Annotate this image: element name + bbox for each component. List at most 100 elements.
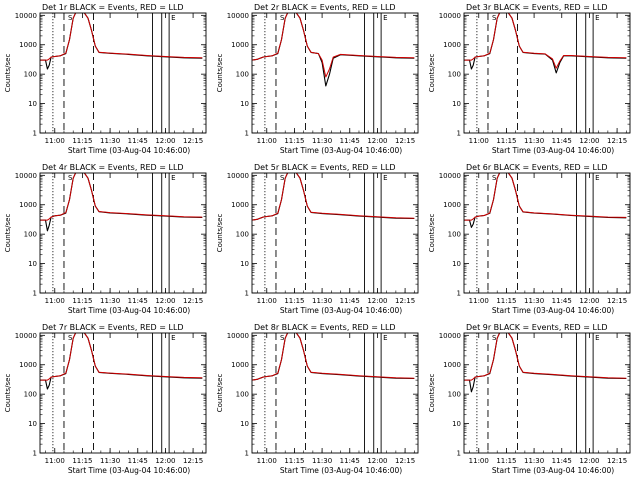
plot-frame	[463, 12, 631, 134]
y-tick-label: 1	[33, 450, 37, 458]
plot-frame	[251, 332, 419, 454]
y-tick-label: 1	[457, 450, 461, 458]
x-tick-label: 12:00	[155, 137, 175, 145]
x-tick-label: 12:15	[183, 457, 203, 465]
panel-title: Det 9r BLACK = Events, RED = LLD	[466, 323, 608, 332]
panel-det-7: Det 7r BLACK = Events, RED = LLD Counts/s…	[4, 323, 207, 475]
x-tick-label: 11:45	[340, 457, 360, 465]
y-tick-label: 10	[240, 100, 249, 108]
x-tick-label: 11:15	[496, 457, 516, 465]
x-axis-label: Start Time (03-Aug-04 10:46:00)	[280, 306, 402, 315]
marker-label-start: S	[492, 174, 497, 182]
marker-label-end: E	[171, 334, 175, 342]
y-tick-label: 1000	[19, 201, 37, 209]
x-tick-label: 11:30	[524, 297, 544, 305]
x-tick-label: 12:00	[367, 137, 387, 145]
x-tick-label: 11:45	[128, 137, 148, 145]
panel-det-6: Det 6r BLACK = Events, RED = LLD Counts/s…	[428, 163, 631, 315]
x-axis-label: Start Time (03-Aug-04 10:46:00)	[492, 466, 614, 475]
x-tick-label: 12:15	[183, 137, 203, 145]
series-line-red	[464, 333, 627, 381]
marker-label-start: S	[68, 174, 73, 182]
plot-frame	[463, 332, 631, 454]
x-tick-label: 12:00	[579, 297, 599, 305]
y-tick-label: 1	[245, 130, 249, 138]
panel-det-2: Det 2r BLACK = Events, RED = LLD Counts/s…	[216, 3, 419, 155]
x-tick-label: 11:15	[284, 137, 304, 145]
x-axis-label: Start Time (03-Aug-04 10:46:00)	[68, 306, 190, 315]
x-tick-label: 12:00	[579, 137, 599, 145]
y-tick-label: 100	[448, 71, 461, 79]
plot-frame	[251, 172, 419, 294]
x-tick-label: 12:00	[155, 457, 175, 465]
panel-title: Det 4r BLACK = Events, RED = LLD	[42, 163, 184, 172]
y-tick-label: 1000	[231, 41, 249, 49]
y-tick-label: 10000	[227, 12, 249, 20]
x-tick-label: 11:00	[469, 457, 489, 465]
panel-det-9: Det 9r BLACK = Events, RED = LLD Counts/s…	[428, 323, 631, 475]
marker-label-start: S	[68, 334, 73, 342]
y-axis-label: Counts/sec	[4, 374, 12, 413]
marker-label-start: S	[492, 14, 497, 22]
x-tick-label: 12:00	[367, 457, 387, 465]
y-tick-label: 10	[28, 420, 37, 428]
marker-label-start: S	[280, 14, 285, 22]
marker-label-start: S	[68, 14, 73, 22]
panel-title: Det 3r BLACK = Events, RED = LLD	[466, 3, 608, 12]
y-tick-label: 1000	[443, 41, 461, 49]
plot-frame	[463, 172, 631, 294]
y-axis-label: Counts/sec	[428, 374, 436, 413]
marker-label-end: E	[383, 334, 387, 342]
y-tick-label: 10	[240, 260, 249, 268]
panel-det-4: Det 4r BLACK = Events, RED = LLD Counts/s…	[4, 163, 207, 315]
x-tick-label: 12:15	[607, 137, 627, 145]
y-tick-label: 1000	[443, 361, 461, 369]
marker-label-end: E	[383, 174, 387, 182]
y-tick-label: 1	[33, 290, 37, 298]
x-tick-label: 11:00	[469, 137, 489, 145]
y-tick-label: 10	[452, 260, 461, 268]
y-tick-label: 1	[457, 290, 461, 298]
y-tick-label: 10	[28, 100, 37, 108]
x-tick-label: 11:30	[312, 297, 332, 305]
x-tick-label: 11:30	[524, 457, 544, 465]
y-tick-label: 10000	[439, 172, 461, 180]
x-tick-label: 12:15	[607, 457, 627, 465]
series-line-red	[40, 13, 203, 61]
y-tick-label: 1	[245, 290, 249, 298]
series-line-red	[40, 173, 203, 221]
y-tick-label: 100	[448, 391, 461, 399]
y-tick-label: 10000	[439, 12, 461, 20]
x-tick-label: 11:00	[257, 297, 277, 305]
y-tick-label: 10000	[227, 332, 249, 340]
y-tick-label: 100	[236, 71, 249, 79]
panel-title: Det 8r BLACK = Events, RED = LLD	[254, 323, 396, 332]
y-axis-label: Counts/sec	[216, 374, 224, 413]
y-tick-label: 10	[452, 100, 461, 108]
x-axis-label: Start Time (03-Aug-04 10:46:00)	[280, 146, 402, 155]
y-tick-label: 10	[28, 260, 37, 268]
panel-det-5: Det 5r BLACK = Events, RED = LLD Counts/s…	[216, 163, 419, 315]
y-axis-label: Counts/sec	[216, 214, 224, 253]
plot-frame	[39, 332, 207, 454]
y-tick-label: 100	[24, 391, 37, 399]
x-axis-label: Start Time (03-Aug-04 10:46:00)	[280, 466, 402, 475]
panel-det-3: Det 3r BLACK = Events, RED = LLD Counts/s…	[428, 3, 631, 155]
x-tick-label: 12:15	[183, 297, 203, 305]
panel-det-8: Det 8r BLACK = Events, RED = LLD Counts/s…	[216, 323, 419, 475]
panel-title: Det 7r BLACK = Events, RED = LLD	[42, 323, 184, 332]
x-axis-label: Start Time (03-Aug-04 10:46:00)	[492, 146, 614, 155]
y-tick-label: 10000	[15, 332, 37, 340]
x-tick-label: 11:45	[340, 297, 360, 305]
y-tick-label: 1000	[231, 201, 249, 209]
x-tick-label: 11:00	[45, 457, 65, 465]
panel-title: Det 1r BLACK = Events, RED = LLD	[42, 3, 184, 12]
marker-label-start: S	[280, 174, 285, 182]
panel-title: Det 5r BLACK = Events, RED = LLD	[254, 163, 396, 172]
y-axis-label: Counts/sec	[216, 54, 224, 93]
x-tick-label: 11:30	[312, 137, 332, 145]
y-tick-label: 1000	[231, 361, 249, 369]
x-tick-label: 12:00	[367, 297, 387, 305]
y-tick-label: 1	[33, 130, 37, 138]
